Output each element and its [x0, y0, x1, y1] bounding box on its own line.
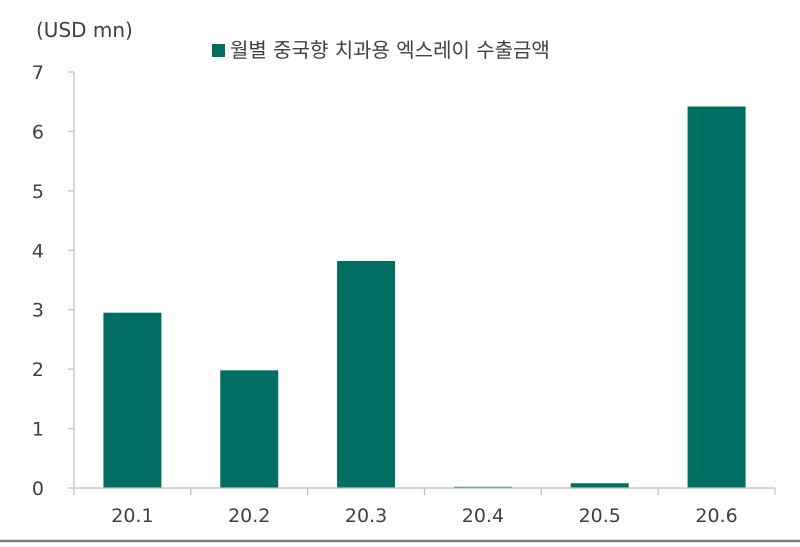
legend-label: 월별 중국향 치과용 엑스레이 수출금액 [230, 38, 550, 62]
legend-swatch [212, 44, 225, 57]
y-tick-label: 7 [32, 62, 44, 84]
y-tick-label: 0 [32, 478, 44, 500]
y-tick-label: 3 [32, 300, 44, 322]
y-axis-unit-label: (USD mn) [36, 18, 133, 42]
y-tick-label: 4 [32, 240, 44, 262]
bar-20.6 [687, 106, 746, 489]
x-tick-label: 20.3 [345, 505, 387, 527]
bars [103, 106, 746, 489]
x-axis: 20.1 20.2 20.3 20.4 20.5 20.6 [73, 488, 776, 527]
x-tick-label: 20.2 [228, 505, 270, 527]
bar-20.2 [220, 370, 279, 488]
bar-20.3 [337, 260, 396, 488]
y-tick-label: 5 [32, 181, 44, 203]
bar-20.1 [103, 312, 162, 488]
y-tick-label: 2 [32, 359, 44, 381]
y-tick-label: 6 [32, 121, 44, 143]
x-tick-label: 20.5 [579, 505, 621, 527]
x-tick-label: 20.4 [462, 505, 504, 527]
bar-20.5 [570, 483, 629, 488]
y-tick-label: 1 [32, 419, 44, 441]
x-tick-label: 20.6 [695, 505, 737, 527]
y-axis: 0 1 2 3 4 5 6 7 [32, 62, 74, 500]
legend: 월별 중국향 치과용 엑스레이 수출금액 [212, 38, 550, 62]
x-tick-label: 20.1 [111, 505, 153, 527]
